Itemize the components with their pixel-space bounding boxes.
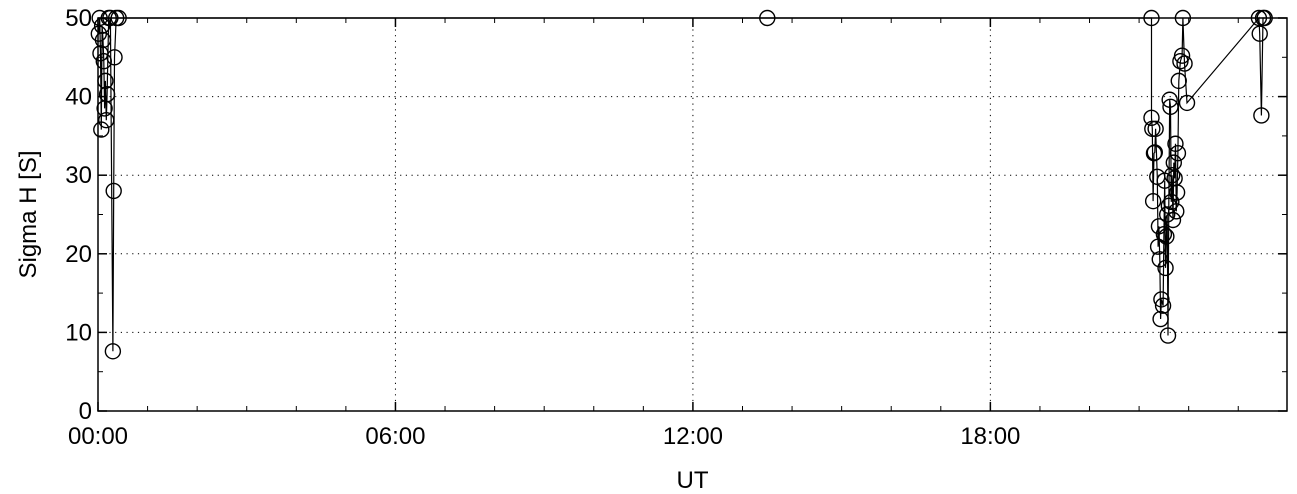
data-point	[1152, 310, 1169, 328]
x-axis-title: UT	[677, 467, 709, 494]
data-point	[1176, 55, 1193, 72]
data-point	[95, 53, 112, 70]
data-point	[94, 31, 112, 49]
data-point	[1154, 297, 1172, 314]
data-point	[1168, 203, 1185, 220]
y-tick-label: 40	[65, 84, 92, 111]
x-tick-label: 18:00	[960, 423, 1020, 450]
y-tick-label: 30	[65, 162, 92, 189]
y-tick-label: 50	[65, 5, 92, 32]
data-point	[1151, 251, 1168, 268]
data-point	[1159, 327, 1177, 344]
data-point	[1158, 228, 1175, 245]
y-tick-label: 0	[79, 398, 92, 425]
data-point	[1155, 225, 1173, 243]
data-point	[1165, 154, 1183, 171]
data-point	[1157, 259, 1174, 277]
data-point	[98, 86, 116, 103]
data-point	[1173, 47, 1191, 64]
data-point	[1253, 107, 1270, 124]
x-tick-label: 06:00	[365, 423, 425, 450]
y-axis-title: Sigma H [S]	[15, 150, 42, 278]
data-point	[104, 343, 122, 360]
data-point	[1158, 206, 1176, 223]
data-point	[1162, 98, 1179, 116]
data-point	[1146, 144, 1163, 161]
grid-lines	[98, 18, 1287, 411]
data-point	[1178, 94, 1196, 112]
data-point	[1251, 25, 1268, 42]
plot-frame	[97, 17, 1288, 412]
data-point	[1161, 91, 1178, 108]
data-point	[1169, 144, 1187, 162]
series-line	[98, 16, 1265, 352]
y-tick-label: 20	[65, 241, 92, 268]
data-point	[1147, 120, 1164, 138]
data-points	[90, 9, 1273, 360]
data-point	[1143, 109, 1160, 127]
data-point	[1167, 135, 1184, 152]
data-point	[106, 49, 123, 66]
y-tick-label: 10	[65, 319, 92, 346]
data-point	[1168, 184, 1186, 201]
data-point	[1163, 166, 1181, 184]
data-point	[1153, 291, 1170, 308]
data-point	[1163, 193, 1180, 211]
x-tick-labels: 00:00 06:00 12:00 18:00	[68, 423, 1020, 450]
axis-ticks	[97, 17, 1287, 412]
data-point	[1170, 72, 1187, 90]
data-point	[1164, 211, 1182, 229]
data-point	[1144, 192, 1162, 210]
x-tick-label: 00:00	[68, 423, 128, 450]
x-tick-label: 12:00	[663, 423, 723, 450]
data-point	[93, 121, 110, 138]
data-point	[98, 111, 115, 129]
y-tick-labels: 0 10 20 30 40 50	[65, 5, 92, 425]
data-point	[1145, 144, 1163, 162]
data-point	[105, 182, 122, 200]
